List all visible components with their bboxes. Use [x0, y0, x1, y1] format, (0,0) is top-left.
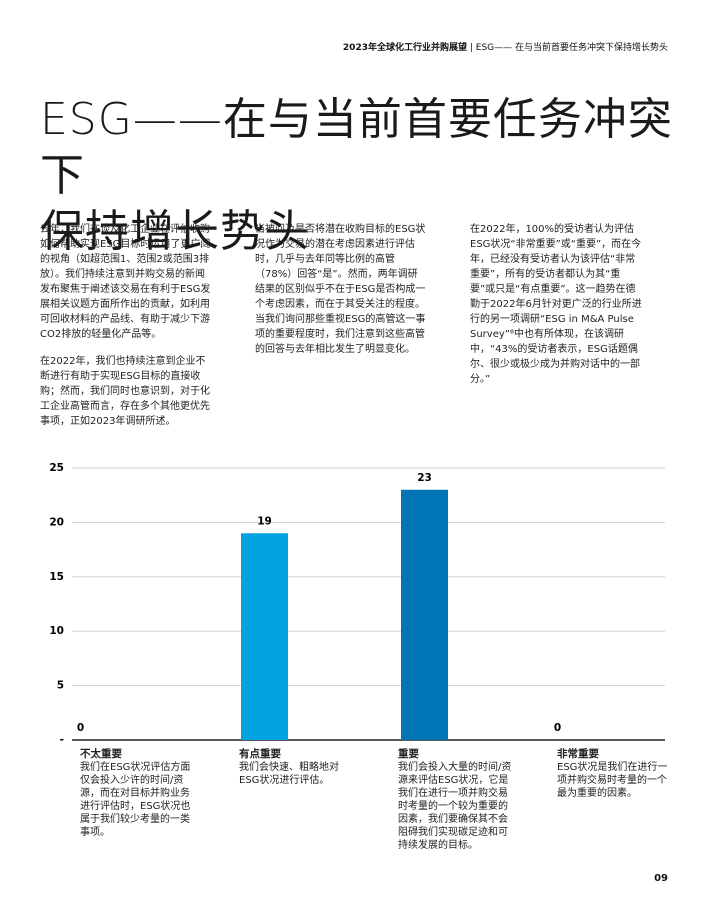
y-tick-label: 5	[57, 680, 64, 692]
paragraph: 去年，我们在谈及化工企业在评估收购如何帮助实现ESG目标时运用了更广阔的视角（如…	[40, 224, 211, 340]
paragraph: 在2022年，100%的受访者认为评估ESG状况“非常重要”或“重要”，而在今年…	[470, 224, 642, 385]
category-description: 我们会投入大量的时间/资源来评估ESG状况，它是我们在进行一项并购交易时考量的一…	[398, 762, 512, 851]
y-tick-label: -	[60, 734, 64, 746]
y-tick-label: 15	[49, 571, 64, 583]
category-name: 有点重要	[239, 748, 281, 760]
header-left: 2023年全球化工行业并购展望	[342, 43, 467, 53]
category: 不太重要我们在ESG状况评估方面仅会投入少许的时间/资源，而在对目标并购业务进行…	[80, 748, 198, 839]
paragraph: 在2022年，我们也持续注意到企业不断进行有助于实现ESG目标的直接收购；然而，…	[40, 356, 210, 427]
text-column: 在2022年，100%的受访者认为评估ESG状况“非常重要”或“重要”，而在今年…	[470, 222, 642, 399]
data-label: 19	[257, 515, 272, 527]
category-description: ESG状况是我们在进行一项并购交易时考量的一个最为重要的因素。	[557, 762, 668, 799]
chart: - 5 10 15 20 25 0 19 23 0	[49, 462, 665, 746]
category: 非常重要 ESG状况是我们在进行一项并购交易时考量的一个最为重要的因素。	[557, 748, 675, 800]
data-label: 0	[554, 722, 561, 734]
y-tick-label: 10	[49, 625, 64, 637]
page-number: 09	[654, 873, 668, 884]
y-tick-label: 20	[49, 516, 64, 528]
header-right: | ESG—— 在与当前首要任务冲突下保持增长势头	[469, 43, 668, 53]
bar	[241, 533, 288, 740]
data-label: 0	[77, 722, 84, 734]
category: 重要我们会投入大量的时间/资源来评估ESG状况，它是我们在进行一项并购交易时考量…	[398, 748, 516, 852]
running-header: 2023年全球化工行业并购展望 | ESG—— 在与当前首要任务冲突下保持增长势…	[343, 40, 668, 53]
title-line: ESG——在与当前首要任务冲突下	[40, 94, 673, 201]
category-name: 非常重要	[557, 748, 599, 760]
category-description: 我们在ESG状况评估方面仅会投入少许的时间/资源，而在对目标并购业务进行评估时，…	[80, 762, 191, 838]
category-name: 不太重要	[80, 748, 122, 760]
category: 有点重要我们会快速、粗略地对ESG状况进行评估。	[239, 748, 357, 787]
bar	[401, 489, 448, 740]
text-column: 当被问及是否将潜在收购目标的ESG状况作为交易的潜在考虑因素进行评估时，几乎与去…	[255, 222, 427, 369]
data-label: 23	[417, 472, 432, 484]
category-description: 我们会快速、粗略地对ESG状况进行评估。	[239, 762, 339, 786]
paragraph: 当被问及是否将潜在收购目标的ESG状况作为交易的潜在考虑因素进行评估时，几乎与去…	[255, 224, 426, 355]
title-line: 保持增长势头	[40, 206, 310, 257]
y-tick-label: 25	[49, 462, 64, 474]
page-title: ESG——在与当前首要任务冲突下 保持增长势头	[40, 92, 680, 260]
text-column: 去年，我们在谈及化工企业在评估收购如何帮助实现ESG目标时运用了更广阔的视角（如…	[40, 222, 212, 441]
category-name: 重要	[398, 748, 419, 760]
